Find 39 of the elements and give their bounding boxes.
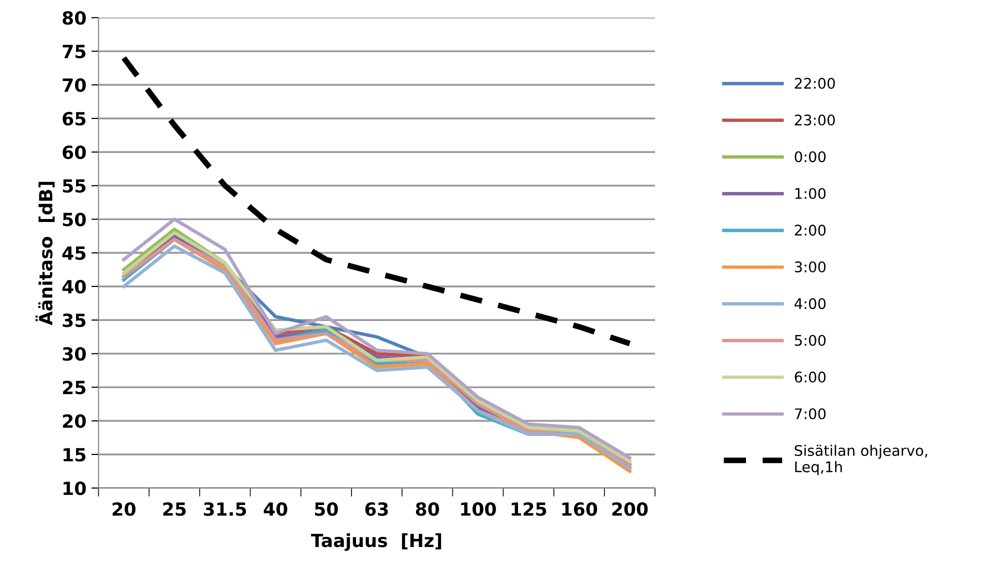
- legend-label: 5:00: [794, 334, 826, 346]
- y-tick-label: 75: [62, 44, 86, 58]
- y-tick-label: 60: [62, 146, 86, 160]
- y-tick-label: 10: [64, 482, 86, 496]
- y-tick-label: 20: [62, 414, 86, 428]
- x-tick-label: 50: [315, 502, 338, 516]
- x-tick-label: 125: [512, 502, 546, 516]
- y-axis-title: Äänitaso [dB]: [36, 182, 55, 326]
- legend-label: 23:00: [794, 114, 835, 126]
- x-tick-label: 25: [163, 502, 186, 516]
- x-tick-label: 80: [416, 502, 440, 516]
- y-tick-label: 25: [62, 380, 86, 394]
- x-tick-label: 200: [612, 502, 648, 516]
- x-tick-label: 20: [112, 502, 136, 516]
- y-tick-label: 70: [62, 78, 86, 92]
- x-axis-title: Taajuus [Hz]: [311, 533, 442, 551]
- x-tick-label: 63: [365, 502, 388, 516]
- x-tick-label: 160: [562, 502, 598, 516]
- x-tick-label: 40: [264, 502, 288, 516]
- legend-label: 1:00: [795, 188, 826, 199]
- y-tick-label: 45: [62, 246, 86, 260]
- legend-label: 6:00: [794, 372, 826, 383]
- y-tick-label: 30: [62, 347, 86, 361]
- x-tick-label: 100: [461, 502, 496, 516]
- y-tick-label: 55: [62, 179, 86, 193]
- legend-label: 7:00: [795, 408, 826, 420]
- legend-label: 3:00: [794, 261, 826, 272]
- legend-label: 22:00: [794, 78, 835, 89]
- legend-label: 2:00: [794, 224, 826, 236]
- y-tick-label: 50: [62, 212, 86, 226]
- y-tick-label: 80: [62, 11, 86, 25]
- x-tick-label: 31.5: [204, 502, 246, 516]
- y-tick-label: 15: [64, 448, 86, 462]
- y-tick-label: 35: [62, 314, 86, 328]
- legend-label: Sisätilan ohjearvo, Leq,1h: [794, 444, 928, 476]
- legend-label: 0:00: [794, 151, 826, 162]
- legend-label: 4:00: [794, 298, 826, 310]
- y-tick-label: 40: [62, 280, 86, 294]
- y-tick-label: 65: [62, 112, 86, 126]
